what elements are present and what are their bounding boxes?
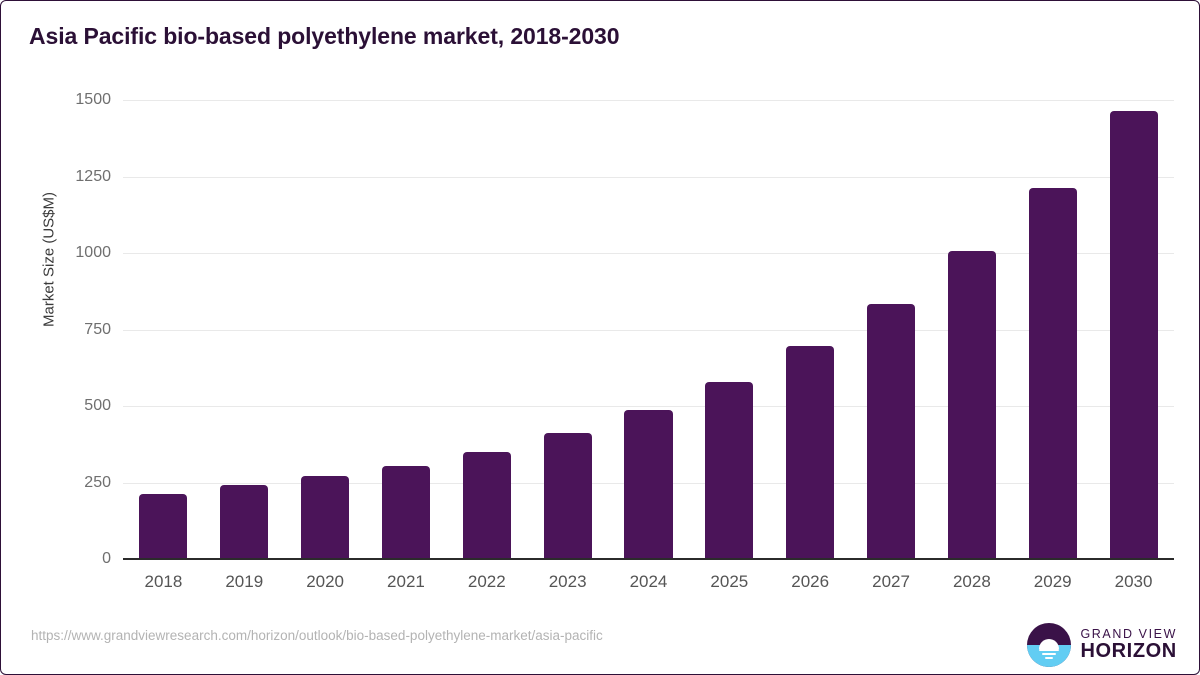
y-axis-tick-label: 250 — [84, 473, 111, 491]
x-axis-tick-label: 2018 — [144, 572, 183, 591]
bar-group: 2020 — [285, 100, 366, 591]
bar-group: 2025 — [689, 100, 770, 591]
bar-series: 2018 2019 2020 2021 2022 2023 2024 2025 2026 2027… — [123, 100, 1174, 591]
bar[interactable] — [543, 432, 592, 559]
bar-group: 2024 — [608, 100, 689, 591]
y-axis-tick-label: 750 — [84, 320, 111, 338]
bar-group: 2028 — [931, 100, 1012, 591]
bar[interactable] — [1109, 111, 1158, 559]
logo-brand-line1: GRAND VIEW — [1080, 626, 1177, 641]
y-axis-tick-label: 1000 — [75, 244, 111, 261]
bar[interactable] — [1028, 188, 1077, 559]
x-axis-line — [123, 558, 1174, 560]
y-axis-tick-label: 0 — [102, 550, 111, 567]
x-axis-tick-label: 2029 — [1033, 572, 1072, 591]
gridline — [123, 329, 1174, 331]
x-axis-tick-label: 2026 — [791, 572, 830, 591]
y-axis-tick-label: 1500 — [75, 91, 111, 108]
logo-brand-line2: HORIZON — [1080, 640, 1177, 663]
bar[interactable] — [786, 346, 835, 559]
bar-group: 2029 — [1012, 100, 1093, 591]
bar-group: 2026 — [770, 100, 851, 591]
bar[interactable] — [139, 494, 188, 559]
x-axis-tick-label: 2019 — [225, 572, 264, 591]
bar-group: 2027 — [851, 100, 932, 591]
bar[interactable] — [220, 484, 269, 559]
logo-sun-shape — [1039, 638, 1060, 649]
logo-ray-1 — [1039, 648, 1060, 652]
x-axis-tick-label: 2022 — [467, 572, 506, 591]
x-axis-tick-label: 2025 — [710, 572, 749, 591]
bar[interactable] — [947, 251, 996, 559]
bar-group: 2021 — [366, 100, 447, 591]
logo-wordmark: GRAND VIEW HORIZON — [1080, 626, 1177, 663]
logo-ray-2 — [1042, 652, 1057, 656]
bar[interactable] — [301, 476, 350, 559]
logo-ray-3 — [1045, 656, 1054, 660]
x-axis-tick-label: 2021 — [387, 572, 425, 591]
x-axis-tick-label: 2020 — [306, 572, 345, 591]
x-axis-tick-label: 2027 — [872, 572, 910, 591]
chart-container: Market Size (US$M) 0 250 500 750 1000 1250 150… — [1, 1, 1199, 616]
bar-group: 2023 — [527, 100, 608, 591]
gridline — [123, 176, 1174, 178]
plot-area: 0 250 500 750 1000 1250 1500 2018 2019 2020 2021 2… — [75, 91, 1174, 591]
bar-group: 2019 — [204, 100, 285, 591]
x-axis-tick-label: 2024 — [629, 572, 668, 591]
y-axis-tick-label: 500 — [84, 397, 111, 414]
bar-group: 2022 — [446, 100, 527, 591]
bar[interactable] — [381, 465, 430, 559]
bar[interactable] — [866, 303, 916, 559]
horizon-sunrise-icon — [1027, 623, 1072, 667]
brand-logo: GRAND VIEW HORIZON — [1027, 623, 1177, 667]
x-axis-tick-label: 2030 — [1114, 572, 1153, 591]
gridline — [123, 406, 1174, 407]
bar[interactable] — [705, 381, 754, 559]
bar[interactable] — [462, 451, 511, 559]
y-axis-tick-label: 1250 — [75, 167, 111, 185]
x-axis-tick-label: 2028 — [952, 572, 991, 591]
bar-group: 2030 — [1093, 100, 1174, 591]
logo-water-shape — [1027, 645, 1072, 667]
bar[interactable] — [624, 410, 673, 559]
bar-group: 2018 — [123, 100, 204, 591]
gridline — [123, 100, 1174, 101]
x-axis-tick-label: 2023 — [548, 572, 587, 591]
source-url[interactable]: https://www.grandviewresearch.com/horizo… — [31, 628, 603, 643]
gridline — [123, 253, 1174, 254]
page-title: Asia Pacific bio-based polyethylene mark… — [29, 23, 620, 49]
